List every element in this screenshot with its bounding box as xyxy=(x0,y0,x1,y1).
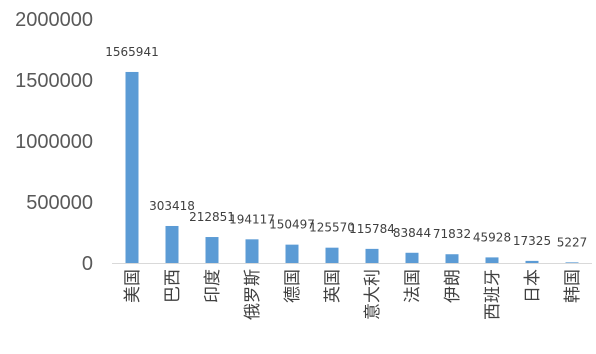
x-category-label: 美国 xyxy=(123,269,143,303)
y-tick-label: 500000 xyxy=(26,192,93,214)
y-axis-ticks: 0 500000 1000000 1500000 2000000 xyxy=(15,9,93,275)
x-category-label: 印度 xyxy=(203,269,223,303)
data-label: 303418 xyxy=(149,199,195,213)
bar xyxy=(165,225,179,263)
bar xyxy=(285,244,299,263)
bar xyxy=(445,254,459,263)
data-label: 83844 xyxy=(393,226,431,240)
x-category-label: 意大利 xyxy=(363,269,383,320)
bar xyxy=(485,257,499,263)
x-category-label: 德国 xyxy=(283,269,303,303)
x-category-label: 俄罗斯 xyxy=(243,269,263,320)
data-label: 150497 xyxy=(269,218,315,232)
x-category-label: 韩国 xyxy=(563,269,583,303)
data-label: 17325 xyxy=(513,234,551,248)
bar xyxy=(405,252,419,263)
y-tick-label: 1500000 xyxy=(15,70,93,92)
y-tick-label: 2000000 xyxy=(15,9,93,31)
data-label: 1565941 xyxy=(105,45,158,59)
data-label: 115784 xyxy=(349,222,395,236)
x-category-label: 巴西 xyxy=(163,269,183,303)
data-label: 71832 xyxy=(433,227,471,241)
x-category-label: 伊朗 xyxy=(443,269,463,303)
x-category-label: 英国 xyxy=(323,269,343,303)
bar xyxy=(525,260,539,263)
data-labels: 1565941 303418212851194117150497125570115… xyxy=(105,45,587,249)
data-label: 125570 xyxy=(309,221,355,235)
bar xyxy=(245,239,259,263)
data-label: 5227 xyxy=(557,235,588,249)
bar-series xyxy=(125,71,579,264)
x-category-label: 日本 xyxy=(523,269,543,303)
bar xyxy=(365,248,379,263)
y-tick-label: 1000000 xyxy=(15,131,93,153)
x-axis-labels: 美国 巴西 印度 俄罗斯 德国 英国 意大利 法国 伊朗 西班牙 日本 韩国 xyxy=(123,269,583,320)
bar xyxy=(325,247,339,263)
y-tick-label: 0 xyxy=(82,253,93,275)
bar xyxy=(125,71,139,264)
x-category-label: 西班牙 xyxy=(483,269,503,320)
data-label: 194117 xyxy=(229,212,275,226)
bar xyxy=(565,262,579,263)
x-category-label: 法国 xyxy=(403,269,423,303)
bar xyxy=(205,237,219,263)
data-label: 45928 xyxy=(473,230,511,244)
data-label: 212851 xyxy=(189,210,235,224)
